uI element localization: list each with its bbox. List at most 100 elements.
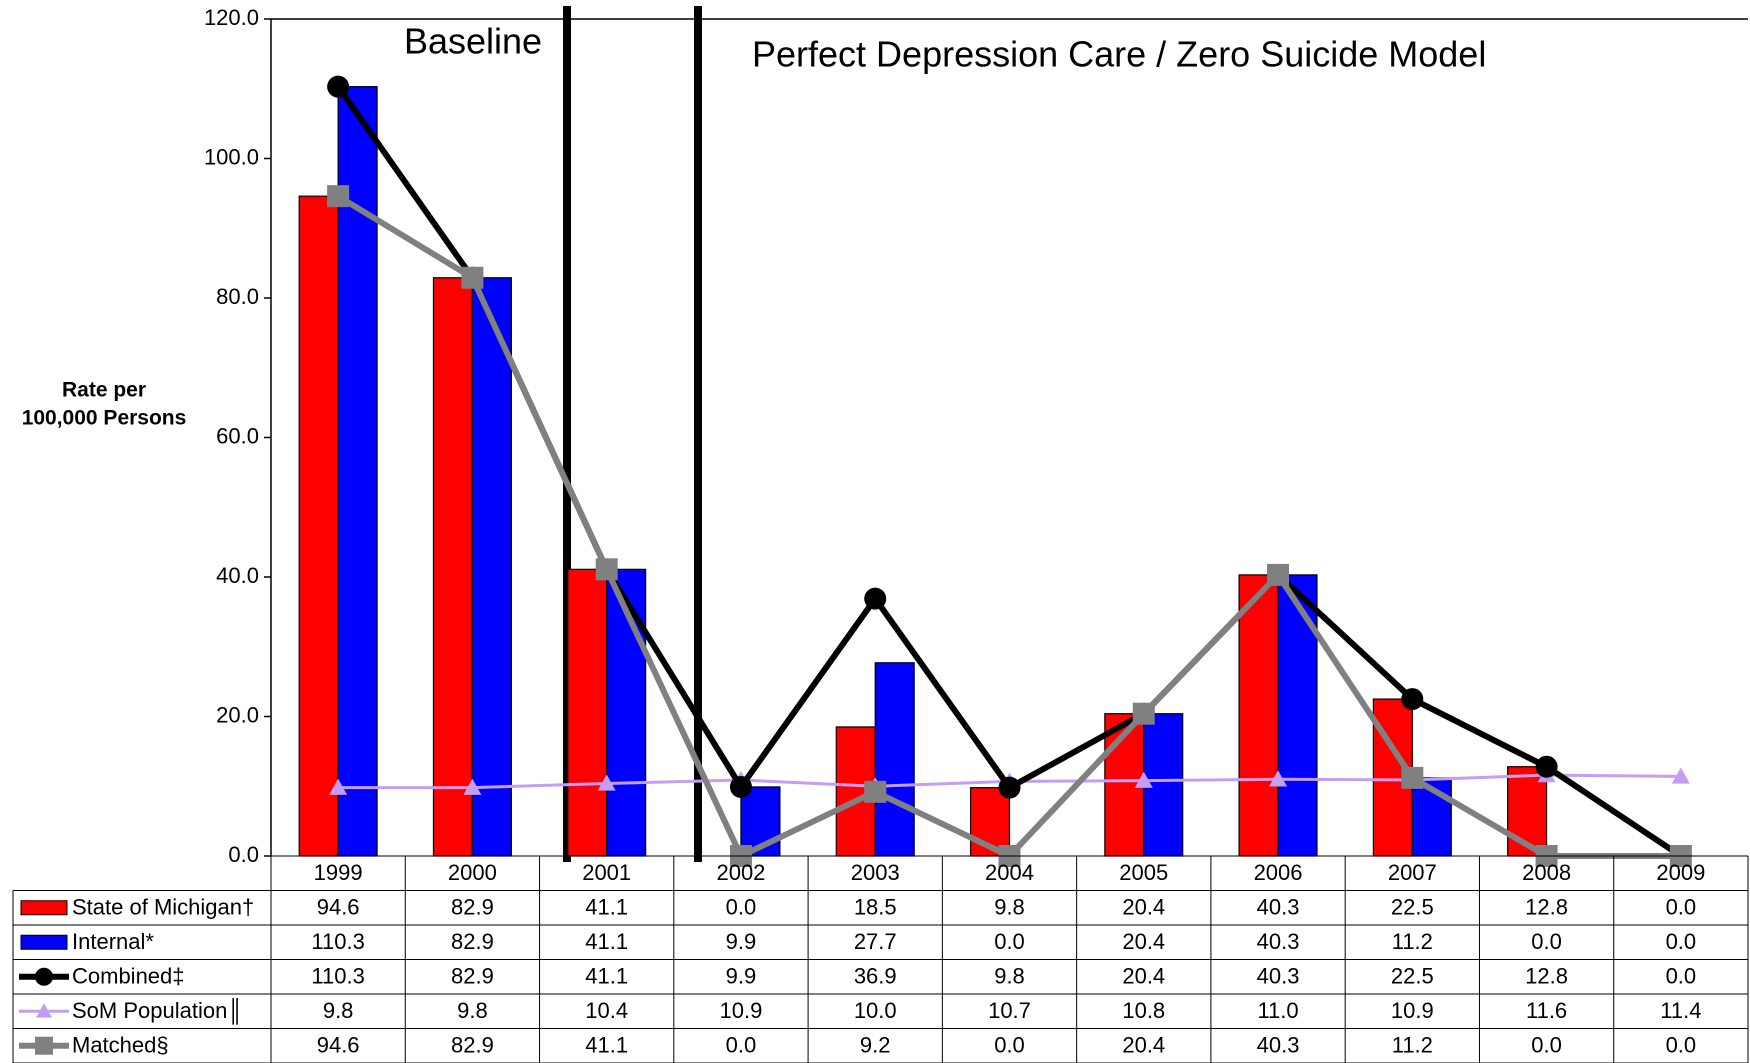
- table-cell: 41.1: [585, 1033, 628, 1058]
- table-cell: 0.0: [726, 895, 757, 920]
- table-cell: 41.1: [585, 929, 628, 954]
- table-cell: 11.4: [1660, 998, 1701, 1023]
- legend-key: [36, 1003, 52, 1018]
- y-axis-title: 100,000 Persons: [22, 407, 187, 430]
- table-cell: 20.4: [1122, 1033, 1165, 1058]
- table-cell: 9.9: [726, 964, 757, 989]
- table-cell: 41.1: [585, 895, 628, 920]
- x-tick-label: 2008: [1522, 860, 1571, 885]
- legend-label: Matched§: [72, 1033, 169, 1058]
- legend-key: [20, 900, 68, 916]
- table-cell: 0.0: [1666, 929, 1697, 954]
- bar: [432, 277, 474, 857]
- line: [336, 193, 1681, 859]
- x-tick-label: 2000: [448, 860, 497, 885]
- marker: [463, 778, 482, 795]
- marker: [1269, 770, 1288, 787]
- y-tick-label: 60.0: [216, 423, 259, 448]
- legend-label: State of Michigan†: [72, 895, 254, 920]
- marker: [1401, 688, 1424, 711]
- x-tick-label: 2002: [716, 860, 765, 885]
- x-tick-label: 2005: [1119, 860, 1168, 885]
- marker: [864, 780, 887, 803]
- y-tick-label: 120.0: [204, 5, 259, 30]
- legend-label: Internal*: [72, 929, 154, 954]
- marker: [329, 778, 348, 795]
- marker: [1267, 563, 1290, 586]
- table-cell: 82.9: [451, 964, 494, 989]
- table-cell: 20.4: [1122, 895, 1165, 920]
- table-cell: 94.6: [317, 895, 360, 920]
- table-cell: 40.3: [1257, 964, 1300, 989]
- annotation: Perfect Depression Care / Zero Suicide M…: [752, 34, 1486, 75]
- table-cell: 10.0: [854, 998, 897, 1023]
- table-cell: 12.8: [1525, 895, 1568, 920]
- legend-label: SoM Population║: [72, 997, 243, 1025]
- table-cell: 10.7: [988, 998, 1031, 1023]
- legend-key: [20, 934, 68, 950]
- table-cell: 9.2: [860, 1033, 891, 1058]
- x-tick-label: 2009: [1656, 860, 1705, 885]
- bar: [874, 662, 915, 857]
- table-cell: 41.1: [585, 964, 628, 989]
- table-cell: 82.9: [451, 929, 494, 954]
- y-axis-title: Rate per: [62, 379, 146, 402]
- y-tick-label: 80.0: [216, 284, 259, 309]
- table-cell: 0.0: [1666, 895, 1697, 920]
- marker: [1132, 702, 1155, 725]
- table-cell: 18.5: [854, 895, 897, 920]
- table-cell: 0.0: [994, 929, 1025, 954]
- y-tick-label: 40.0: [216, 563, 259, 588]
- x-tick-label: 2004: [985, 860, 1034, 885]
- bar: [1277, 574, 1318, 857]
- table-cell: 10.8: [1122, 998, 1165, 1023]
- marker: [595, 558, 618, 581]
- table-cell: 9.9: [726, 929, 757, 954]
- marker: [327, 185, 350, 208]
- annotation: Baseline: [404, 21, 542, 62]
- table-cell: 11.2: [1392, 1033, 1433, 1058]
- table-cell: 10.4: [585, 998, 628, 1023]
- y-tick-label: 20.0: [216, 702, 259, 727]
- marker: [1671, 767, 1690, 784]
- table-cell: 36.9: [854, 964, 897, 989]
- marker: [1401, 766, 1424, 789]
- marker: [1535, 755, 1558, 778]
- table-cell: 0.0: [994, 1033, 1025, 1058]
- table-cell: 20.4: [1122, 964, 1165, 989]
- y-tick-label: 0.0: [228, 842, 259, 867]
- legend-label: Combined‡: [72, 964, 185, 989]
- table-cell: 9.8: [994, 964, 1025, 989]
- table-cell: 10.9: [1391, 998, 1434, 1023]
- bar: [471, 277, 512, 857]
- table-cell: 22.5: [1391, 895, 1434, 920]
- table-cell: 11.6: [1526, 998, 1567, 1023]
- table-cell: 82.9: [451, 1033, 494, 1058]
- table-cell: 40.3: [1257, 929, 1300, 954]
- marker: [864, 587, 887, 610]
- table-cell: 94.6: [317, 1033, 360, 1058]
- table-cell: 9.8: [457, 998, 488, 1023]
- marker: [729, 775, 752, 798]
- table-cell: 11.0: [1257, 998, 1298, 1023]
- bar: [298, 195, 339, 857]
- table-cell: 9.8: [323, 998, 354, 1023]
- line: [335, 84, 1683, 859]
- marker: [1134, 771, 1153, 788]
- x-tick-label: 2007: [1388, 860, 1437, 885]
- table-cell: 10.9: [720, 998, 763, 1023]
- table-cell: 20.4: [1122, 929, 1165, 954]
- table-cell: 12.8: [1525, 964, 1568, 989]
- table-cell: 0.0: [1531, 929, 1562, 954]
- marker: [461, 266, 484, 289]
- table-cell: 0.0: [726, 1033, 757, 1058]
- table-cell: 27.7: [854, 929, 897, 954]
- table-cell: 40.3: [1257, 1033, 1300, 1058]
- legend-key: [35, 967, 53, 986]
- table-cell: 82.9: [451, 895, 494, 920]
- table-cell: 110.3: [311, 964, 364, 989]
- table-cell: 0.0: [1666, 1033, 1697, 1058]
- x-tick-label: 2006: [1254, 860, 1303, 885]
- table-cell: 110.3: [311, 929, 364, 954]
